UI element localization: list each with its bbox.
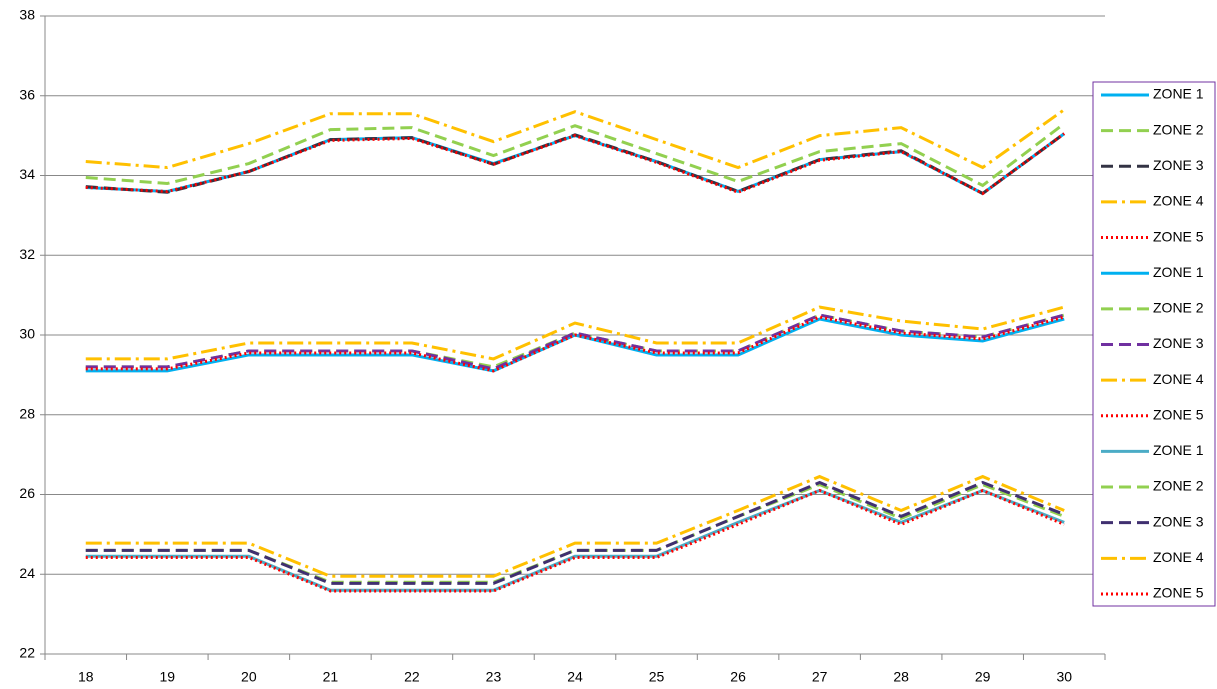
series-line xyxy=(85,132,1066,196)
y-tick-label: 38 xyxy=(19,7,35,23)
legend-label: ZONE 2 xyxy=(1153,478,1204,494)
series-line xyxy=(85,132,1066,196)
series-line xyxy=(85,488,1065,593)
x-tick-label: 19 xyxy=(160,669,176,685)
legend-label: ZONE 2 xyxy=(1153,300,1204,316)
legend-label: ZONE 5 xyxy=(1153,228,1204,244)
y-tick-label: 32 xyxy=(19,246,35,262)
y-tick-label: 28 xyxy=(19,405,35,421)
legend-label: ZONE 2 xyxy=(1153,121,1204,137)
legend-label: ZONE 4 xyxy=(1153,371,1204,387)
x-tick-label: 22 xyxy=(404,669,420,685)
series-line xyxy=(85,132,1066,196)
series-line xyxy=(85,474,1065,578)
x-tick-label: 18 xyxy=(78,669,94,685)
y-tick-label: 24 xyxy=(19,565,35,581)
series-line xyxy=(85,108,1066,170)
legend-label: ZONE 1 xyxy=(1153,442,1204,458)
legend-box xyxy=(1092,81,1216,607)
x-tick-label: 28 xyxy=(893,669,909,685)
legend-label: ZONE 1 xyxy=(1153,86,1204,102)
y-tick-label: 34 xyxy=(19,166,35,182)
x-tick-label: 20 xyxy=(241,669,257,685)
y-tick-label: 22 xyxy=(19,645,35,661)
legend-label: ZONE 3 xyxy=(1153,157,1204,173)
y-tick-label: 30 xyxy=(19,326,35,342)
legend-label: ZONE 5 xyxy=(1153,406,1204,422)
legend-label: ZONE 3 xyxy=(1153,335,1204,351)
x-tick-label: 25 xyxy=(649,669,665,685)
y-tick-label: 36 xyxy=(19,86,35,102)
x-tick-label: 27 xyxy=(812,669,828,685)
x-tick-label: 30 xyxy=(1056,669,1072,685)
x-tick-label: 29 xyxy=(975,669,991,685)
legend-label: ZONE 4 xyxy=(1153,193,1204,209)
legend-label: ZONE 1 xyxy=(1153,264,1204,280)
series-line xyxy=(85,482,1065,584)
legend-label: ZONE 5 xyxy=(1153,585,1204,601)
x-tick-label: 23 xyxy=(486,669,502,685)
x-tick-label: 26 xyxy=(730,669,746,685)
legend-label: ZONE 3 xyxy=(1153,513,1204,529)
x-tick-label: 21 xyxy=(323,669,339,685)
series-line xyxy=(85,305,1065,361)
x-tick-label: 24 xyxy=(567,669,583,685)
series-line xyxy=(85,488,1065,592)
series-line xyxy=(85,315,1065,373)
series-line xyxy=(85,122,1066,188)
series-line xyxy=(85,480,1065,585)
y-tick-label: 26 xyxy=(19,485,35,501)
series-line xyxy=(85,313,1065,371)
legend-label: ZONE 4 xyxy=(1153,549,1204,565)
